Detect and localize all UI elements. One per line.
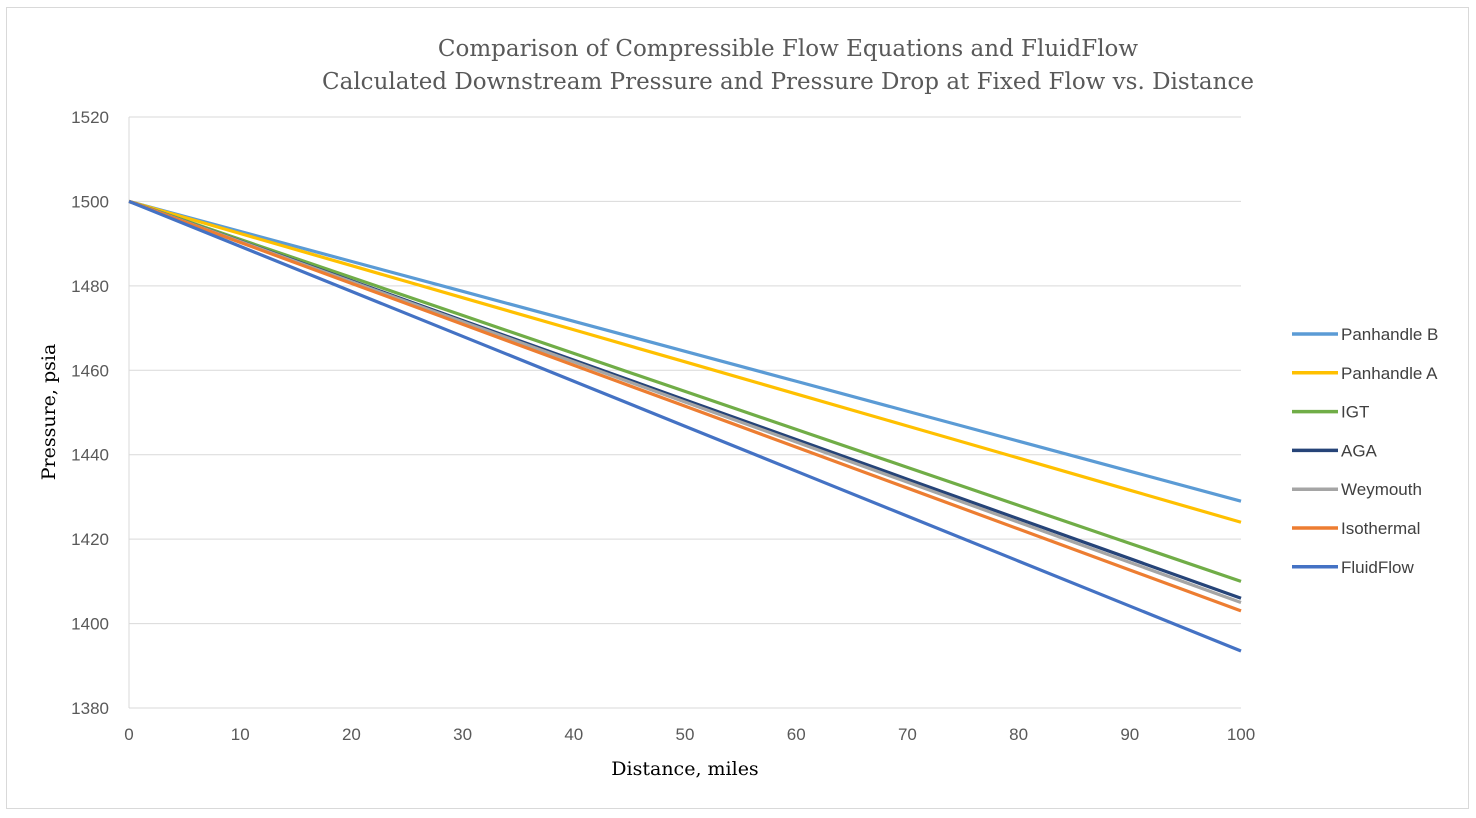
y-tick-label: 1400 bbox=[71, 615, 109, 634]
x-tick-label: 70 bbox=[898, 725, 917, 744]
y-tick-label: 1460 bbox=[71, 361, 109, 380]
series-line-panhandle-b bbox=[128, 199, 1242, 503]
legend-label: Isothermal bbox=[1341, 519, 1420, 538]
x-tick-label: 20 bbox=[342, 725, 361, 744]
x-tick-label: 60 bbox=[787, 725, 806, 744]
y-tick-label: 1420 bbox=[71, 530, 109, 549]
y-axis-label: Pressure, psia bbox=[38, 344, 60, 481]
y-tick-label: 1480 bbox=[71, 277, 109, 296]
x-tick-label: 0 bbox=[124, 725, 133, 744]
series-line-fluidflow bbox=[128, 199, 1242, 653]
series-line-isothermal bbox=[128, 199, 1242, 613]
y-tick-label: 1500 bbox=[71, 192, 109, 211]
x-tick-label: 30 bbox=[453, 725, 472, 744]
x-tick-label: 90 bbox=[1120, 725, 1139, 744]
legend-label: AGA bbox=[1341, 441, 1378, 460]
x-tick-label: 40 bbox=[564, 725, 583, 744]
x-tick-label: 50 bbox=[676, 725, 695, 744]
x-tick-label: 80 bbox=[1009, 725, 1028, 744]
x-tick-label: 10 bbox=[231, 725, 250, 744]
legend-label: FluidFlow bbox=[1341, 558, 1414, 577]
chart-title: Comparison of Compressible Flow Equation… bbox=[438, 36, 1139, 62]
chart-subtitle: Calculated Downstream Pressure and Press… bbox=[322, 69, 1254, 95]
x-tick-label: 100 bbox=[1227, 725, 1255, 744]
legend-label: Panhandle B bbox=[1341, 325, 1438, 344]
series-line-igt bbox=[128, 199, 1242, 583]
legend-label: Panhandle A bbox=[1341, 364, 1438, 383]
x-axis-label: Distance, miles bbox=[611, 758, 758, 780]
series-line-panhandle-a bbox=[128, 199, 1242, 524]
y-tick-label: 1440 bbox=[71, 446, 109, 465]
chart-frame bbox=[6, 7, 1469, 809]
legend-label: IGT bbox=[1341, 403, 1369, 422]
y-tick-label: 1380 bbox=[71, 699, 109, 718]
y-tick-label: 1520 bbox=[71, 108, 109, 127]
legend-label: Weymouth bbox=[1341, 480, 1422, 499]
